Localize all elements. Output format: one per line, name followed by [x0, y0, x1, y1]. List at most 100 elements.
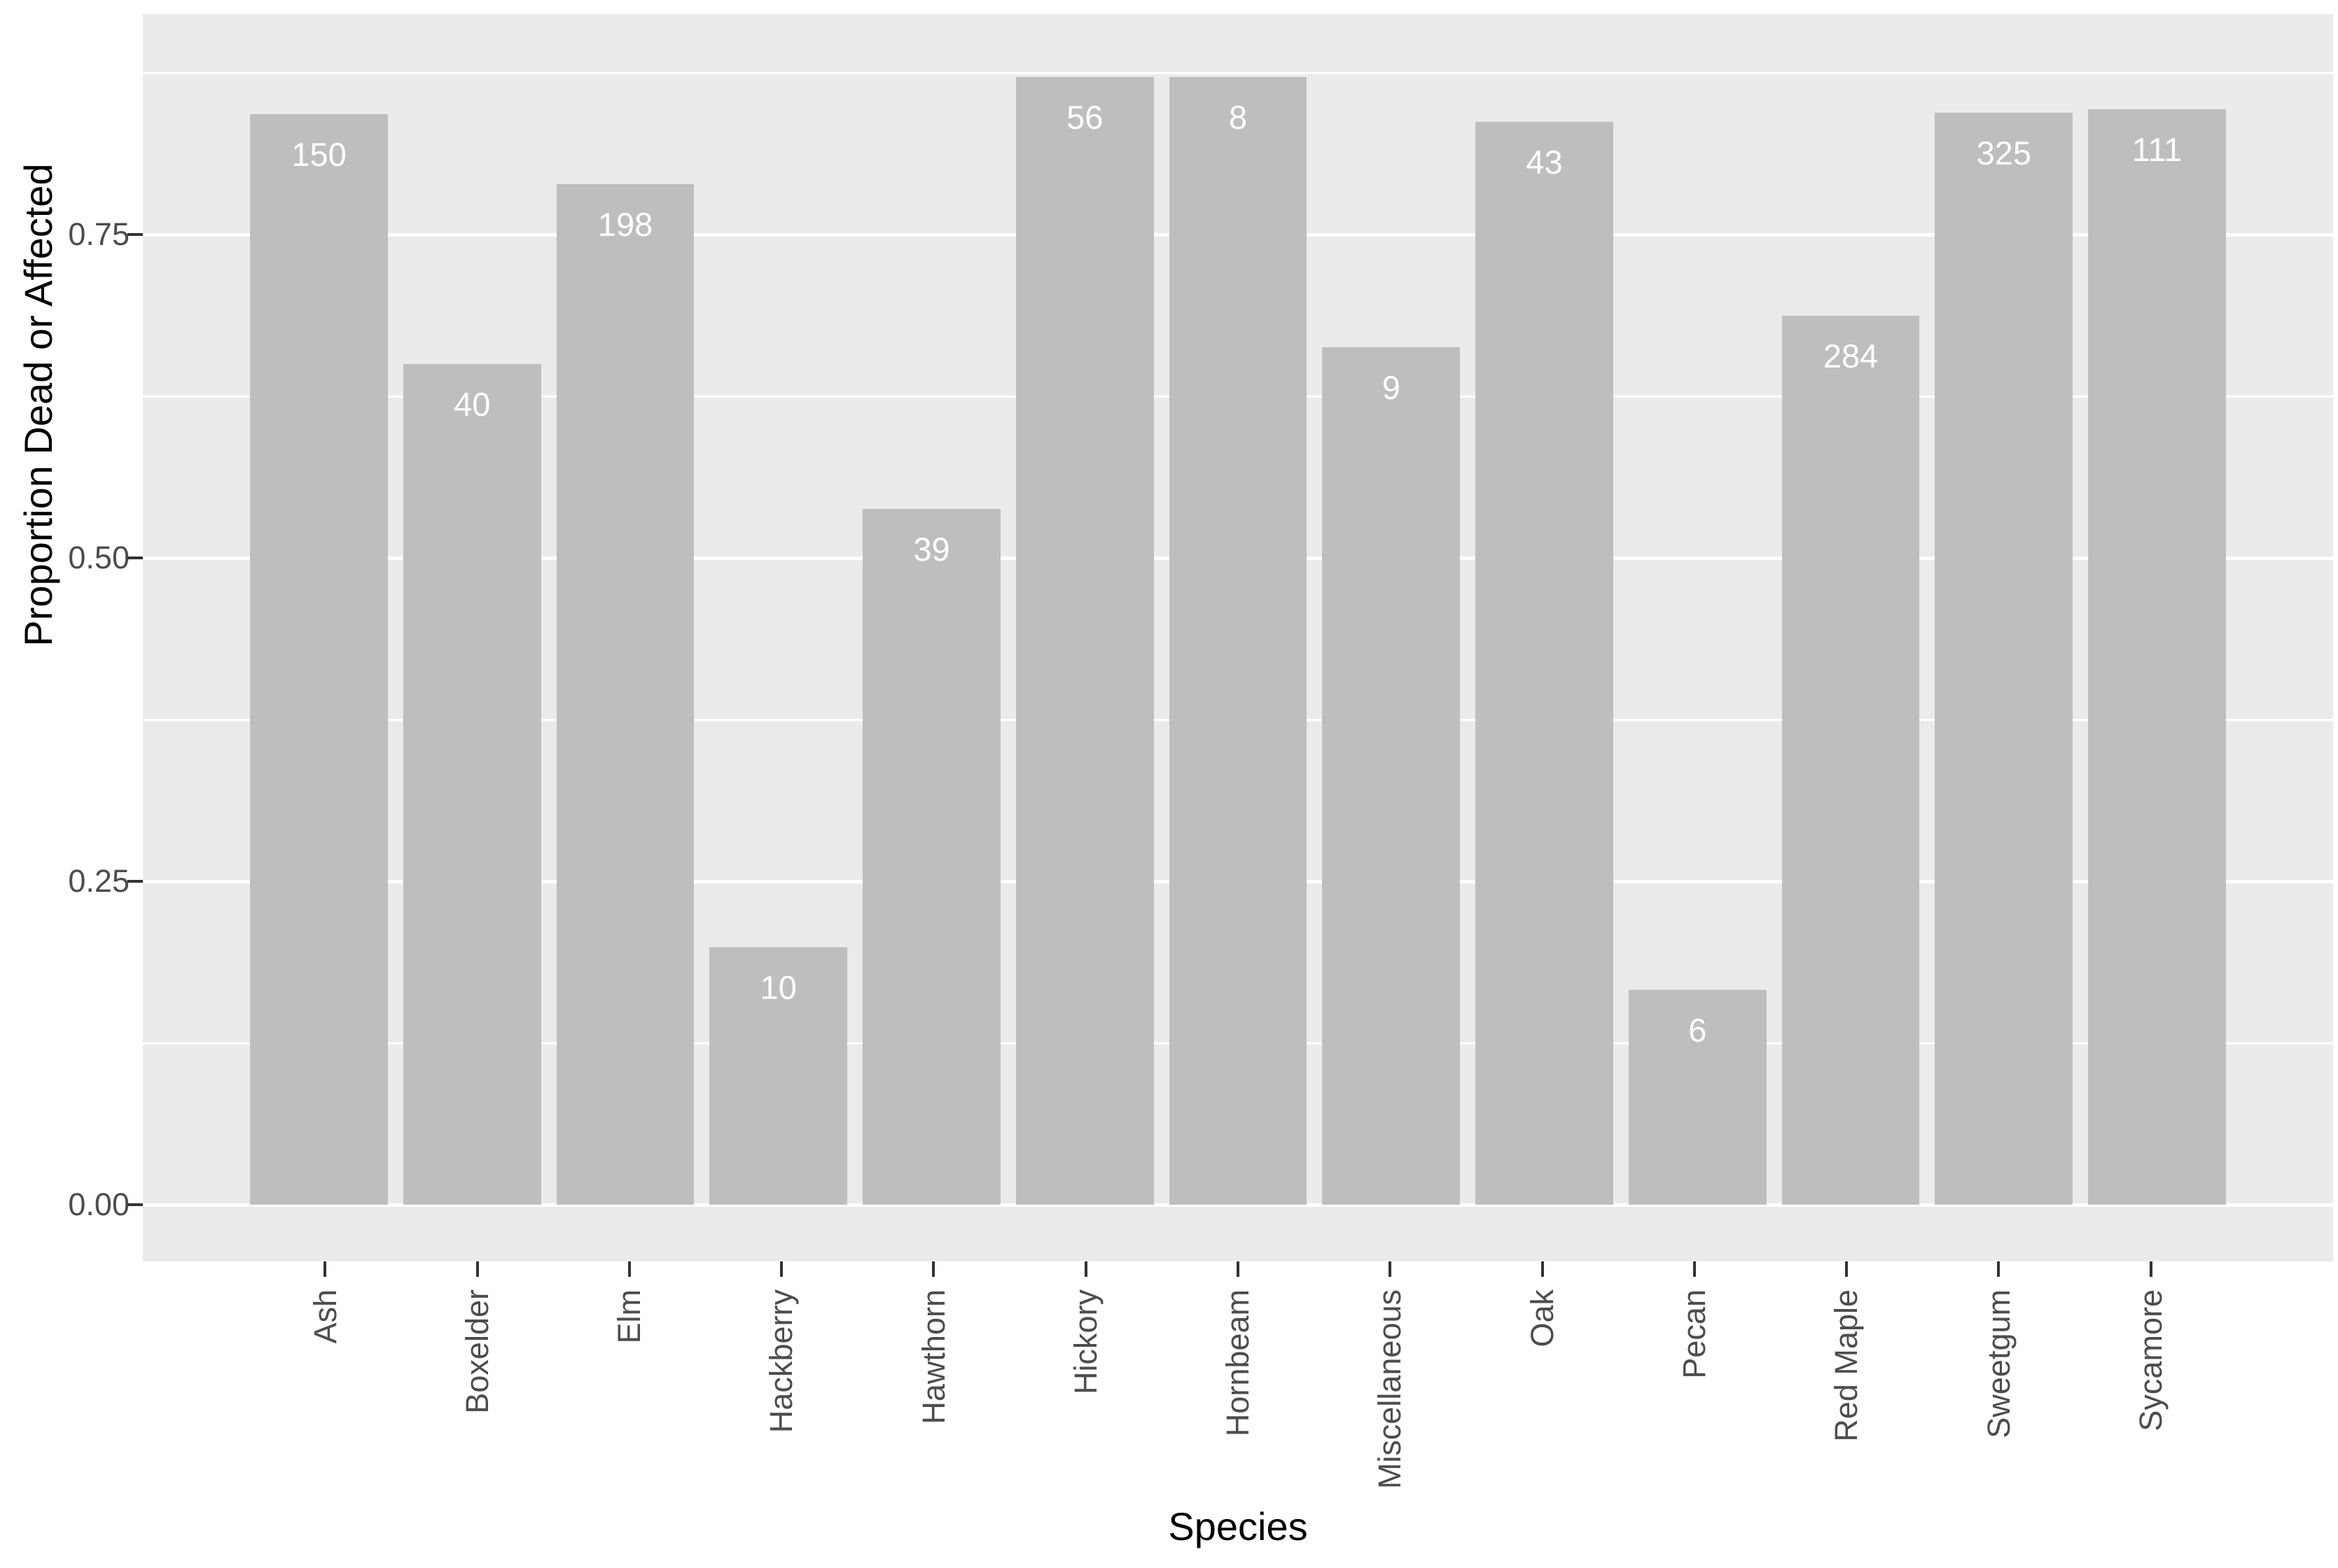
x-tick-mark [1540, 1261, 1544, 1277]
x-label-slot: Hornbeam [1162, 1289, 1314, 1499]
x-tick-mark [1236, 1261, 1239, 1277]
y-axis-title: Proportion Dead or Affected [16, 163, 60, 647]
x-label-slot: Sycamore [2075, 1289, 2227, 1499]
x-tick-slot [1770, 1261, 1922, 1277]
x-axis-labels: Ash Boxelder Elm Hackberry Hawthorn Hickory Ho… [143, 1289, 2333, 1499]
bar-count-label: 284 [1823, 337, 1879, 374]
x-tick-slot [1162, 1261, 1314, 1277]
y-tick-label: 0.50 [68, 540, 130, 575]
x-tick-mark [932, 1261, 935, 1277]
x-axis-ticks [143, 1261, 2333, 1277]
bar-group-hackberry: 10 [702, 14, 855, 1205]
x-category-label: Elm [611, 1289, 648, 1344]
x-tick-mark [1692, 1261, 1696, 1277]
x-tick-mark [1845, 1261, 1849, 1277]
x-label-slot: Elm [553, 1289, 705, 1499]
x-tick-slot [553, 1261, 705, 1277]
x-category-label: Hickory [1067, 1289, 1104, 1395]
bar-group-sweetgum: 325 [1927, 14, 2080, 1205]
x-category-label: Miscellaneous [1372, 1289, 1408, 1490]
x-tick-mark [1389, 1261, 1392, 1277]
bar-count-label: 9 [1382, 369, 1400, 406]
x-category-label: Hornbeam [1220, 1289, 1256, 1437]
bar-group-pecan: 6 [1621, 14, 1774, 1205]
bar-count-label: 43 [1526, 144, 1563, 181]
y-tick-mark [127, 880, 143, 883]
x-tick-slot [1466, 1261, 1618, 1277]
x-tick-mark [1997, 1261, 2000, 1277]
x-label-slot: Hackberry [706, 1289, 858, 1499]
x-label-slot: Red Maple [1770, 1289, 1922, 1499]
x-label-slot: Pecan [1618, 1289, 1770, 1499]
bar: 111 [2088, 109, 2226, 1205]
bar: 56 [1015, 77, 1154, 1205]
x-tick-slot [401, 1261, 553, 1277]
bar-group-hickory: 56 [1008, 14, 1162, 1205]
x-axis-title: Species [1168, 1504, 1308, 1548]
y-tick-label: 0.00 [68, 1186, 130, 1222]
x-tick-mark [1084, 1261, 1087, 1277]
y-tick-mark [127, 233, 143, 236]
bar: 43 [1475, 122, 1613, 1205]
x-label-slot: Miscellaneous [1314, 1289, 1466, 1499]
bar-count-label: 39 [913, 531, 950, 568]
x-label-slot: Hawthorn [858, 1289, 1010, 1499]
bar: 6 [1628, 990, 1767, 1205]
bar-group-red-maple: 284 [1774, 14, 1928, 1205]
y-tick-label: 0.25 [68, 863, 130, 899]
x-category-label: Pecan [1676, 1289, 1713, 1379]
x-tick-slot [1314, 1261, 1466, 1277]
bar-count-label: 325 [1976, 134, 2031, 172]
x-tick-mark [627, 1261, 631, 1277]
x-tick-mark [323, 1261, 327, 1277]
bar-group-miscellaneous: 9 [1314, 14, 1468, 1205]
bar: 198 [556, 184, 695, 1205]
x-tick-slot [858, 1261, 1010, 1277]
plot-panel: 150 40 198 10 39 56 8 9 43 6 284 325 111 [143, 14, 2333, 1261]
bars-container: 150 40 198 10 39 56 8 9 43 6 284 325 111 [143, 14, 2333, 1205]
bar: 39 [863, 509, 1001, 1205]
bar: 8 [1169, 77, 1307, 1205]
x-category-label: Sycamore [2132, 1289, 2169, 1432]
x-tick-slot [2075, 1261, 2227, 1277]
x-tick-slot [1618, 1261, 1770, 1277]
bar-count-label: 6 [1688, 1011, 1707, 1049]
bar-group-hornbeam: 8 [1162, 14, 1315, 1205]
bar: 9 [1322, 347, 1461, 1205]
x-category-label: Boxelder [459, 1289, 495, 1414]
bar-group-hawthorn: 39 [855, 14, 1008, 1205]
bar-count-label: 10 [760, 969, 797, 1006]
bar-group-ash: 150 [242, 14, 396, 1205]
bar: 284 [1781, 316, 1920, 1205]
bar-group-elm: 198 [549, 14, 702, 1205]
bar: 10 [709, 947, 848, 1205]
bar-count-label: 8 [1228, 99, 1248, 136]
y-tick-label: 0.75 [68, 216, 130, 252]
bar-count-label: 111 [2131, 131, 2183, 168]
bar-group-oak: 43 [1468, 14, 1621, 1205]
x-label-slot: Boxelder [401, 1289, 553, 1499]
x-tick-slot [1923, 1261, 2075, 1277]
x-tick-slot [1010, 1261, 1162, 1277]
x-category-label: Oak [1524, 1289, 1560, 1348]
bar: 40 [403, 364, 541, 1205]
x-category-label: Hackberry [763, 1289, 800, 1434]
x-label-slot: Oak [1466, 1289, 1618, 1499]
x-tick-mark [780, 1261, 784, 1277]
y-tick-mark [127, 556, 143, 559]
bar-group-sycamore: 111 [2080, 14, 2234, 1205]
minor-gridline [143, 71, 2333, 74]
x-category-label: Hawthorn [915, 1289, 952, 1424]
x-tick-slot [706, 1261, 858, 1277]
bar: 150 [250, 114, 388, 1205]
bar-count-label: 150 [291, 136, 347, 173]
x-tick-slot [249, 1261, 401, 1277]
major-gridline [143, 1203, 2333, 1207]
bar-group-boxelder: 40 [396, 14, 549, 1205]
bar: 325 [1935, 113, 2073, 1205]
x-category-label: Red Maple [1828, 1289, 1865, 1442]
x-label-slot: Sweetgum [1923, 1289, 2075, 1499]
x-category-label: Sweetgum [1980, 1289, 2017, 1438]
x-category-label: Ash [307, 1289, 343, 1344]
